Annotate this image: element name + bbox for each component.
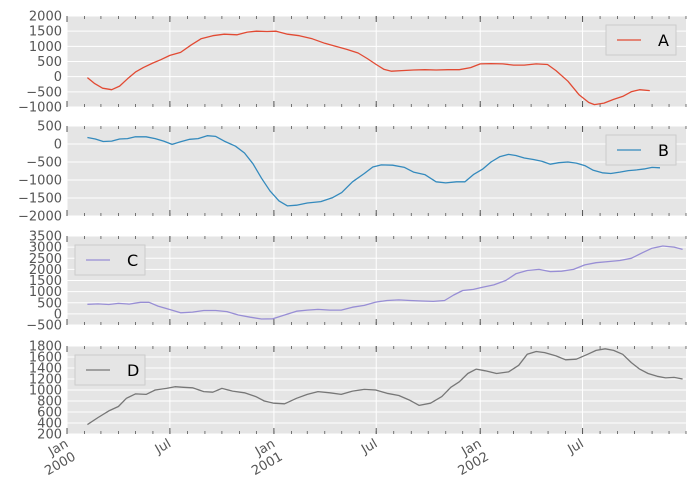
y-tick-label: −500 [26,156,62,171]
y-tick-label: 1200 [29,373,62,388]
y-tick-label: 1500 [29,274,62,289]
y-tick-label: 3500 [29,230,62,245]
y-tick-label: 2000 [29,263,62,278]
legend-D: D [74,354,146,386]
y-tick-label: 3000 [29,241,62,256]
series-line-C [87,245,683,320]
y-tick-label: 1000 [29,285,62,300]
x-tick-label-month: Jul [565,436,587,457]
y-tick-label: 200 [37,428,62,443]
y-tick-label: 1000 [29,384,62,399]
panel-B: −2000 −1500 −1000 −500 0 500 B [18,120,687,225]
legend-A: A [605,24,677,56]
y-tick-label: 0 [54,70,62,85]
y-tick-label: 1600 [29,351,62,366]
legend-label-A: A [658,31,669,50]
y-tick-label: 0 [54,138,62,153]
x-tick-label-month: Jul [358,436,380,457]
legend-B: B [605,134,677,166]
y-tick-label: 1000 [29,40,62,55]
y-tick-label: −500 [26,85,62,100]
x-tick-label: Jul [565,436,587,457]
y-tick-label: −1000 [18,101,62,116]
y-tick-label: 2000 [29,10,62,25]
y-tick-label: 0 [54,307,62,322]
legend-label-D: D [127,361,139,380]
y-tick-label: 1800 [29,340,62,355]
y-tick-label: 800 [37,395,62,410]
series-line-A [86,30,650,106]
y-tick-label: 2500 [29,252,62,267]
y-tick-label: 500 [37,120,62,135]
legend-C: C [74,244,146,276]
series-line-D [87,348,683,426]
y-tick-label: 1400 [29,362,62,377]
y-tick-label: 500 [37,296,62,311]
y-tick-label: 400 [37,417,62,432]
x-tick-label-month: Jul [152,436,174,457]
series-line-B [87,135,661,207]
y-tick-label: 600 [37,406,62,421]
x-tick-label: Jul [358,436,380,457]
legend-label-B: B [658,141,669,160]
x-tick-label: Jul [152,436,174,457]
y-tick-label: −500 [26,319,62,334]
y-tick-label: −1500 [18,192,62,207]
y-tick-label: 500 [37,55,62,70]
legend-label-C: C [127,251,138,270]
y-tick-label: −2000 [18,210,62,225]
y-tick-label: 1500 [29,25,62,40]
y-tick-label: −1000 [18,174,62,189]
